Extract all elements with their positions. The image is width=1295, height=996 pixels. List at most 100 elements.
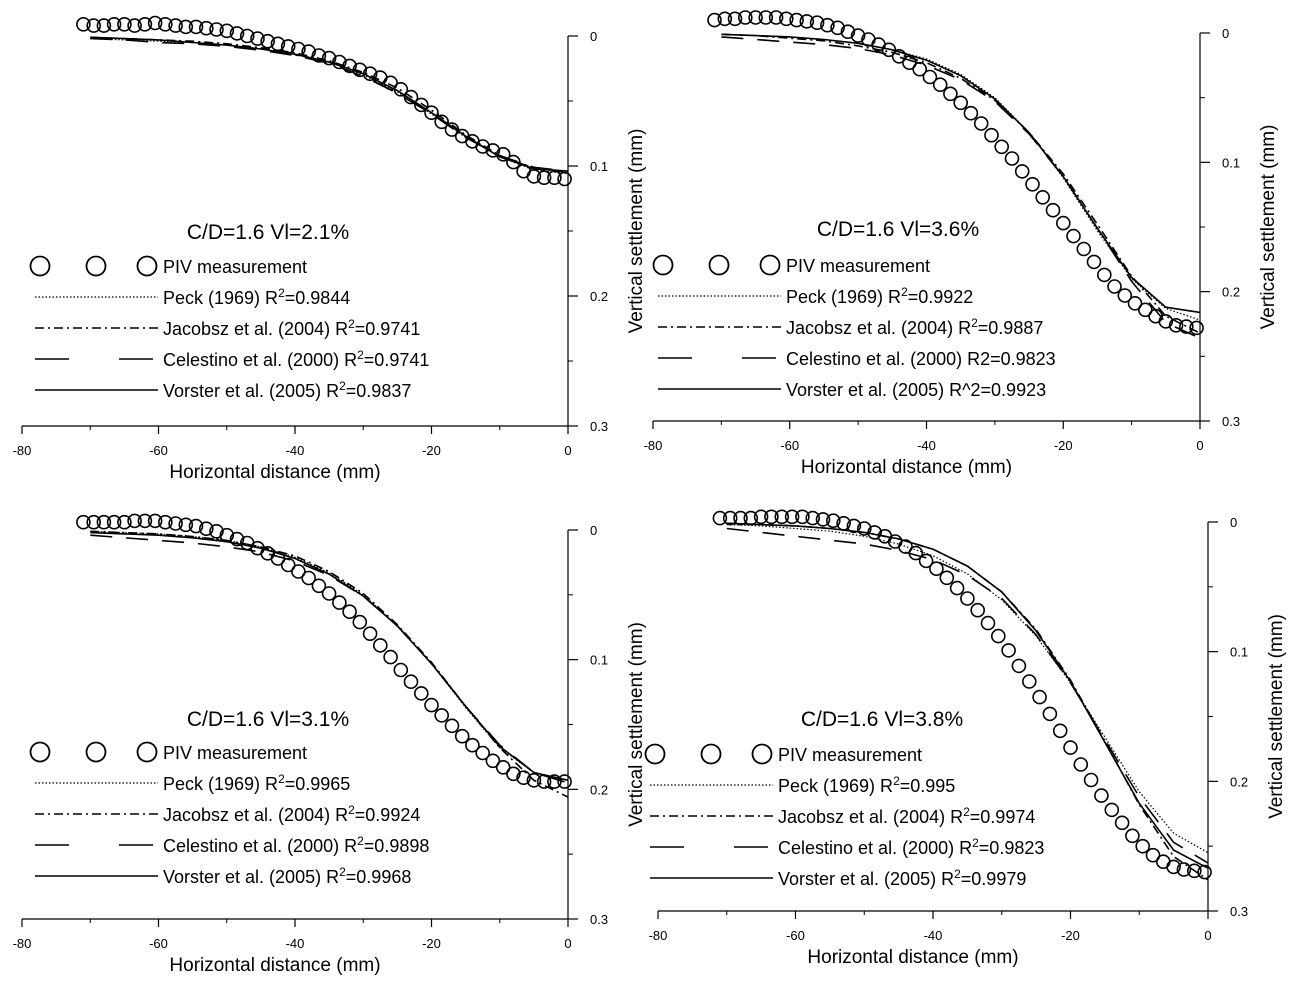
- x-tick-label: -60: [149, 443, 168, 458]
- piv-marker: [1033, 691, 1046, 704]
- piv-marker: [1036, 191, 1049, 204]
- piv-marker: [1043, 707, 1056, 720]
- x-tick-label: -60: [780, 438, 799, 453]
- x-tick-label: 0: [1204, 928, 1211, 943]
- piv-marker: [425, 699, 438, 712]
- x-tick-label: -80: [13, 443, 32, 458]
- x-tick-label: -60: [149, 936, 168, 951]
- series-line-3: [90, 39, 568, 172]
- series-line-4: [90, 533, 568, 781]
- y-tick-label: 0.2: [1222, 285, 1240, 300]
- piv-marker: [1054, 724, 1067, 737]
- piv-marker: [446, 719, 459, 732]
- legend-label-2: Jacobsz et al. (2004) R2=0.9924: [163, 803, 420, 825]
- x-tick-label: -80: [13, 936, 32, 951]
- legend-label-piv: PIV measurement: [163, 257, 307, 277]
- legend-label-3: Celestino et al. (2000) R2=0.9741: [163, 348, 429, 370]
- legend-marker-piv: [138, 743, 157, 762]
- piv-marker: [405, 675, 418, 688]
- piv-marker: [975, 117, 988, 130]
- legend: PIV measurementPeck (1969) R2=0.9922Jaco…: [654, 256, 1056, 401]
- piv-marker: [1088, 255, 1101, 268]
- y-tick-label: 0.1: [590, 653, 608, 668]
- piv-marker: [1002, 644, 1015, 657]
- legend: PIV measurementPeck (1969) R2=0.9965Jaco…: [31, 743, 430, 888]
- legend-marker-piv: [646, 745, 665, 764]
- y-axis-title: Vertical settlement (mm): [626, 129, 647, 334]
- legend-label-1: Peck (1969) R2=0.9922: [786, 285, 973, 307]
- y-axis-title: Vertical settlement (mm): [1258, 125, 1279, 330]
- legend-marker-piv: [702, 745, 721, 764]
- piv-marker: [992, 630, 1005, 643]
- chart-panel-3: -80 -60 -40 -20 0 Horizontal distance (mm) 0 0.…: [13, 514, 647, 976]
- piv-marker: [1064, 741, 1077, 754]
- legend-label-4: Vorster et al. (2005) R2=0.9979: [778, 867, 1026, 889]
- x-tick-label: 0: [564, 936, 571, 951]
- legend-marker-piv: [31, 743, 50, 762]
- series-line-4: [90, 37, 568, 171]
- panel-title: C/D=1.6 Vl=3.1%: [187, 708, 349, 731]
- legend-label-2: Jacobsz et al. (2004) R2=0.9887: [786, 316, 1043, 338]
- x-axis-title: Horizontal distance (mm): [169, 955, 380, 976]
- series-line-1: [727, 525, 1208, 853]
- legend-label-1: Peck (1969) R2=0.9844: [163, 286, 350, 308]
- y-tick-label: 0: [1230, 515, 1237, 530]
- y-tick-label: 0.3: [1230, 904, 1248, 919]
- legend-label-4: Vorster et al. (2005) R2=0.9837: [163, 379, 411, 401]
- legend-label-3: Celestino et al. (2000) R2=0.9898: [163, 834, 429, 856]
- legend-label-piv: PIV measurement: [778, 745, 922, 765]
- legend: PIV measurementPeck (1969) R2=0.995Jacob…: [646, 745, 1045, 890]
- x-tick-label: 0: [564, 443, 571, 458]
- piv-marker: [343, 605, 356, 618]
- x-axis-title: Horizontal distance (mm): [801, 457, 1012, 478]
- x-tick-label: -40: [286, 936, 305, 951]
- piv-marker: [1116, 816, 1129, 829]
- piv-marker: [1012, 659, 1025, 672]
- y-tick-label: 0.3: [590, 419, 608, 434]
- y-tick-label: 0.3: [590, 912, 608, 927]
- legend-marker-piv: [138, 257, 157, 276]
- piv-marker: [1023, 675, 1036, 688]
- y-tick-label: 0.2: [590, 289, 608, 304]
- piv-marker: [951, 582, 964, 595]
- piv-marker: [1085, 774, 1098, 787]
- x-tick-label: -20: [1054, 438, 1073, 453]
- y-tick-label: 0: [590, 523, 597, 538]
- piv-marker: [384, 651, 397, 664]
- x-tick-label: -40: [924, 928, 943, 943]
- piv-marker: [364, 627, 377, 640]
- legend-label-2: Jacobsz et al. (2004) R2=0.9974: [778, 805, 1035, 827]
- legend-label-2: Jacobsz et al. (2004) R2=0.9741: [163, 317, 420, 339]
- y-tick-label: 0.2: [1230, 774, 1248, 789]
- piv-marker: [1077, 243, 1090, 256]
- piv-marker: [1067, 230, 1080, 243]
- piv-marker: [940, 571, 953, 584]
- x-tick-label: 0: [1196, 438, 1203, 453]
- x-tick-label: -20: [422, 936, 441, 951]
- legend-marker-piv: [710, 256, 729, 275]
- x-tick-label: -80: [649, 928, 668, 943]
- piv-marker: [982, 617, 995, 630]
- piv-marker: [961, 592, 974, 605]
- piv-marker: [435, 709, 448, 722]
- legend-label-piv: PIV measurement: [163, 743, 307, 763]
- legend-marker-piv: [31, 257, 50, 276]
- chart-panel-2: -80 -60 -40 -20 0Horizontal distance (mm)00.…: [644, 11, 1279, 478]
- legend-marker-piv: [87, 257, 106, 276]
- piv-marker: [415, 687, 428, 700]
- piv-marker: [1026, 178, 1039, 191]
- y-tick-label: 0.1: [1230, 645, 1248, 660]
- y-tick-label: 0: [590, 29, 597, 44]
- x-tick-label: -40: [286, 443, 305, 458]
- y-tick-label: 0.2: [590, 782, 608, 797]
- chart-panel-4: -80 -60 -40 -20 0Horizontal distance (mm)00.…: [646, 510, 1288, 968]
- piv-marker: [1098, 268, 1111, 281]
- legend-marker-piv: [87, 743, 106, 762]
- x-tick-label: -20: [422, 443, 441, 458]
- piv-marker: [930, 562, 943, 575]
- legend-marker-piv: [753, 745, 772, 764]
- legend-label-4: Vorster et al. (2005) R^2=0.9923: [786, 380, 1046, 400]
- piv-marker: [394, 664, 407, 677]
- legend-marker-piv: [761, 256, 780, 275]
